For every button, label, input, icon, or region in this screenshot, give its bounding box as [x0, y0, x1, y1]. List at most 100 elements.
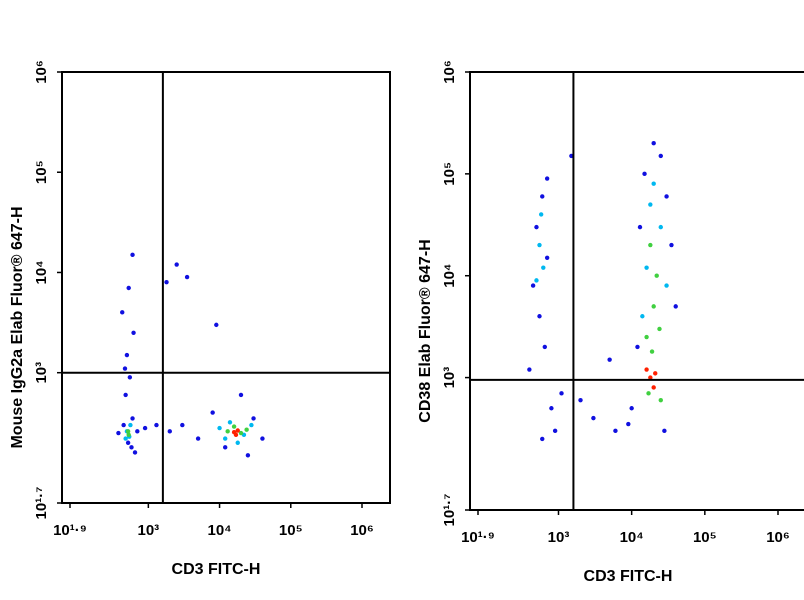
dot	[541, 265, 546, 270]
y-tick-label: 10⁴	[33, 260, 50, 284]
dot	[235, 440, 240, 445]
dot	[125, 429, 131, 434]
dot	[124, 352, 130, 358]
dot	[651, 304, 656, 309]
dot	[154, 422, 159, 428]
dot	[534, 278, 539, 283]
y-tick-label: 10⁵	[441, 162, 458, 186]
dot	[210, 410, 215, 415]
dot	[225, 429, 230, 434]
y-tick-label: 10¹·⁷	[441, 494, 458, 527]
y-tick-label: 10¹·⁷	[33, 487, 50, 520]
dot	[552, 428, 558, 434]
dot	[132, 450, 138, 455]
dot	[122, 366, 128, 371]
dot	[217, 425, 222, 431]
dot	[245, 453, 251, 458]
dot	[549, 406, 554, 411]
dot	[123, 392, 128, 398]
plot-frame	[469, 71, 804, 511]
dot	[131, 330, 136, 336]
dot	[251, 416, 256, 421]
dot	[537, 314, 542, 319]
x-tick-label: 10³	[137, 522, 159, 539]
dot	[244, 427, 249, 432]
dot	[635, 344, 640, 350]
x-tick-label: 10⁵	[279, 522, 303, 539]
dot	[249, 422, 254, 428]
dot	[544, 255, 550, 260]
x-tick-label: 10⁶	[766, 529, 790, 546]
dot	[649, 349, 655, 354]
dot	[184, 274, 190, 280]
dot	[648, 202, 653, 207]
y-tick-label: 10³	[33, 362, 50, 384]
dot	[673, 304, 678, 309]
dot	[534, 224, 539, 230]
dot	[128, 422, 133, 428]
y-axis-label: CD38 Elab Fluor® 647-H	[417, 239, 434, 422]
dot	[223, 436, 228, 441]
y-axis-label: Mouse IgG2a Elab Fluor® 647-H	[9, 206, 26, 448]
y-tick-label: 10³	[441, 367, 458, 389]
x-axis-label: CD3 FITC-H	[584, 568, 673, 585]
dot	[640, 314, 645, 319]
dot	[121, 422, 126, 428]
dot	[235, 428, 240, 433]
dot	[651, 140, 656, 146]
y-tick-label: 10⁶	[33, 60, 50, 84]
dot	[527, 367, 532, 372]
dot	[116, 430, 121, 436]
dot	[120, 310, 125, 315]
dot	[223, 445, 228, 450]
dot	[538, 212, 544, 217]
dot	[130, 416, 135, 421]
dot	[142, 425, 148, 431]
x-axis-label: CD3 FITC-H	[172, 561, 261, 578]
dot	[135, 429, 140, 434]
x-tick-label: 10¹·⁹	[53, 522, 87, 539]
dot	[544, 176, 550, 181]
dot	[607, 357, 612, 362]
dot	[530, 283, 536, 288]
dot	[537, 242, 542, 248]
dot	[126, 432, 131, 438]
dot	[648, 375, 653, 380]
x-tick-label: 10⁴	[208, 522, 232, 539]
dot	[637, 224, 643, 230]
dot	[126, 285, 131, 291]
x-tick-label: 10³	[548, 529, 570, 546]
dot	[123, 436, 128, 441]
dot	[658, 397, 663, 403]
panel: 10¹·⁹ 10³ 10⁴ 10⁵ 10⁶ 10¹·⁷ 10³ 10⁴ 10⁵ 10⁶ CD3 FI…	[417, 60, 804, 585]
dot	[644, 334, 649, 340]
dot	[648, 242, 653, 248]
dot	[238, 430, 244, 436]
dot	[613, 428, 618, 434]
plot-frame	[61, 71, 391, 504]
dot	[195, 436, 201, 441]
dot	[642, 171, 647, 177]
dot	[540, 436, 545, 442]
dot	[127, 375, 133, 380]
dot	[653, 371, 658, 376]
x-tick-label: 10⁴	[620, 529, 644, 546]
dot	[664, 194, 669, 199]
dot	[662, 428, 667, 434]
dot	[542, 344, 547, 350]
panel: 10¹·⁹ 10³ 10⁴ 10⁵ 10⁶ 10¹·⁷ 10³ 10⁴ 10⁵ 10⁶ CD3 FI…	[9, 60, 391, 578]
dot	[180, 422, 185, 428]
dot	[644, 265, 649, 270]
x-tick-label: 10¹·⁹	[461, 529, 495, 546]
dot	[644, 367, 649, 372]
dot	[214, 322, 219, 328]
x-tick-label: 10⁵	[693, 529, 717, 546]
dot	[238, 392, 244, 398]
dot	[654, 273, 659, 278]
dot	[167, 429, 172, 434]
dot	[629, 406, 634, 411]
dot	[260, 436, 265, 441]
dot	[651, 385, 656, 390]
